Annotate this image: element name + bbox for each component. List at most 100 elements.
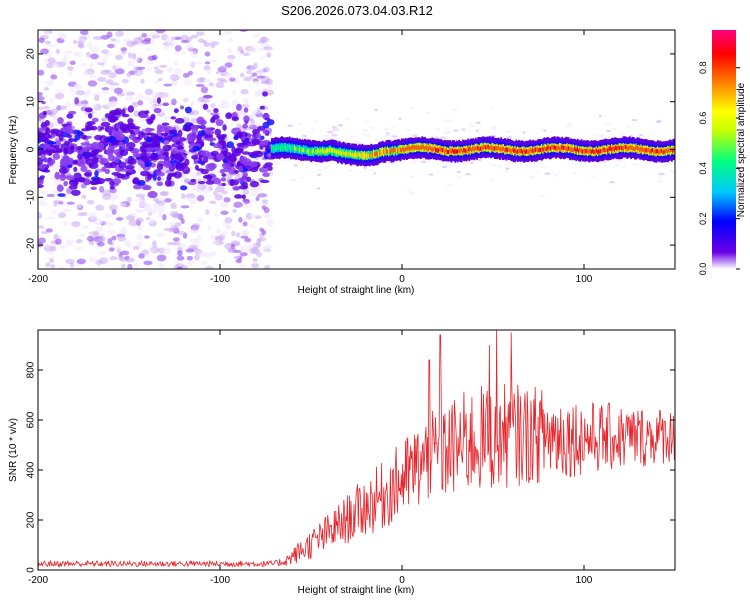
heatmap-cell: [379, 150, 382, 155]
heatmap-cell: [221, 230, 228, 237]
heatmap-cell: [282, 145, 285, 150]
heatmap-cell: [61, 208, 72, 213]
heatmap-cell: [248, 214, 258, 218]
heatmap-cell: [581, 149, 584, 154]
heatmap-cell: [252, 257, 258, 263]
x-tick-label: -200: [28, 575, 48, 586]
heatmap-cell: [595, 148, 598, 153]
heatmap-cell: [325, 148, 328, 154]
heatmap-cell: [381, 149, 384, 154]
heatmap-cell: [309, 149, 311, 154]
heatmap-cell: [330, 133, 338, 136]
snr-frame: [37, 329, 676, 571]
heatmap-cell: [255, 133, 262, 139]
heatmap-cell: [144, 96, 151, 100]
heatmap-cell: [95, 226, 104, 233]
heatmap-cell: [177, 129, 183, 138]
heatmap-cell: [448, 149, 450, 155]
heatmap-cell: [155, 172, 165, 177]
heatmap-cell: [142, 132, 152, 136]
heatmap-cell: [162, 102, 169, 107]
heatmap-cell: [118, 167, 126, 172]
heatmap-cell: [363, 153, 366, 158]
heatmap-cell: [109, 241, 115, 246]
heatmap-cell: [44, 30, 50, 37]
heatmap-cell: [127, 118, 134, 124]
heatmap-cell: [119, 123, 130, 131]
heatmap-cell: [339, 150, 342, 155]
heatmap-cell: [638, 133, 644, 137]
heatmap-cell: [435, 161, 439, 165]
heatmap-cell: [560, 146, 562, 151]
heatmap-cell: [180, 205, 190, 209]
heatmap-cell: [486, 144, 489, 150]
heatmap-cell: [374, 152, 376, 157]
heatmap-cell: [575, 148, 578, 153]
heatmap-cell: [125, 141, 136, 149]
heatmap-cell: [180, 218, 185, 225]
heatmap-cell: [600, 160, 608, 163]
heatmap-cell: [52, 210, 58, 215]
heatmap-cell: [332, 148, 334, 153]
heatmap-cell: [464, 148, 467, 154]
heatmap-cell: [242, 221, 248, 227]
heatmap-cell: [270, 146, 273, 151]
heatmap-cell: [40, 134, 45, 143]
heatmap-cell: [358, 152, 361, 157]
heatmap-cell: [200, 86, 209, 94]
heatmap-cell: [92, 104, 99, 109]
heatmap-cell: [142, 149, 147, 155]
heatmap-cell: [662, 165, 667, 168]
heatmap-cell: [605, 122, 612, 125]
heatmap-cell: [373, 138, 379, 141]
heatmap-cell: [177, 250, 183, 257]
heatmap-cell: [489, 134, 497, 138]
heatmap-cell: [133, 261, 140, 269]
heatmap-cell: [407, 189, 413, 192]
heatmap-cell: [216, 227, 222, 235]
heatmap-cell: [406, 146, 408, 151]
heatmap-cell: [509, 147, 511, 153]
heatmap-cell: [515, 149, 518, 155]
heatmap-cell: [180, 34, 189, 42]
heatmap-cell: [353, 152, 356, 158]
heatmap-cell: [158, 211, 163, 218]
heatmap-cell: [104, 177, 113, 182]
heatmap-cell: [628, 145, 631, 150]
heatmap-cell: [386, 149, 389, 154]
heatmap-cell: [108, 131, 113, 136]
heatmap-cell: [109, 82, 120, 86]
heatmap-cell: [60, 143, 70, 150]
heatmap-cell: [150, 133, 160, 141]
heatmap-cell: [104, 126, 115, 133]
heatmap-cell: [477, 158, 482, 162]
heatmap-cell: [403, 148, 406, 153]
heatmap-cell: [473, 146, 476, 152]
heatmap-cell: [164, 198, 172, 203]
heatmap-cell: [257, 125, 266, 131]
heatmap-cell: [232, 255, 240, 260]
heatmap-cell: [257, 186, 263, 192]
heatmap-cell: [76, 258, 87, 265]
heatmap-cell: [188, 244, 198, 251]
heatmap-cell: [268, 173, 275, 177]
heatmap-cell: [372, 152, 375, 157]
heatmap-cell: [89, 75, 96, 79]
heatmap-cell: [66, 113, 74, 119]
heatmap-cell: [102, 56, 108, 64]
heatmap-cell: [301, 148, 304, 153]
heatmap-cell: [138, 175, 146, 180]
heatmap-cell: [218, 104, 226, 109]
heatmap-cell: [143, 260, 153, 266]
heatmap-cell: [606, 147, 608, 153]
heatmap-cell: [182, 98, 190, 103]
heatmap-cell: [174, 45, 182, 52]
heatmap-cell: [234, 169, 239, 174]
heatmap-cell: [44, 40, 52, 45]
heatmap-cell: [598, 114, 602, 117]
heatmap-cell: [231, 90, 237, 96]
y-tick-label: 600: [26, 411, 37, 428]
heatmap-cell: [547, 145, 550, 150]
heatmap-cell: [608, 146, 611, 151]
heatmap-cell: [541, 147, 543, 152]
